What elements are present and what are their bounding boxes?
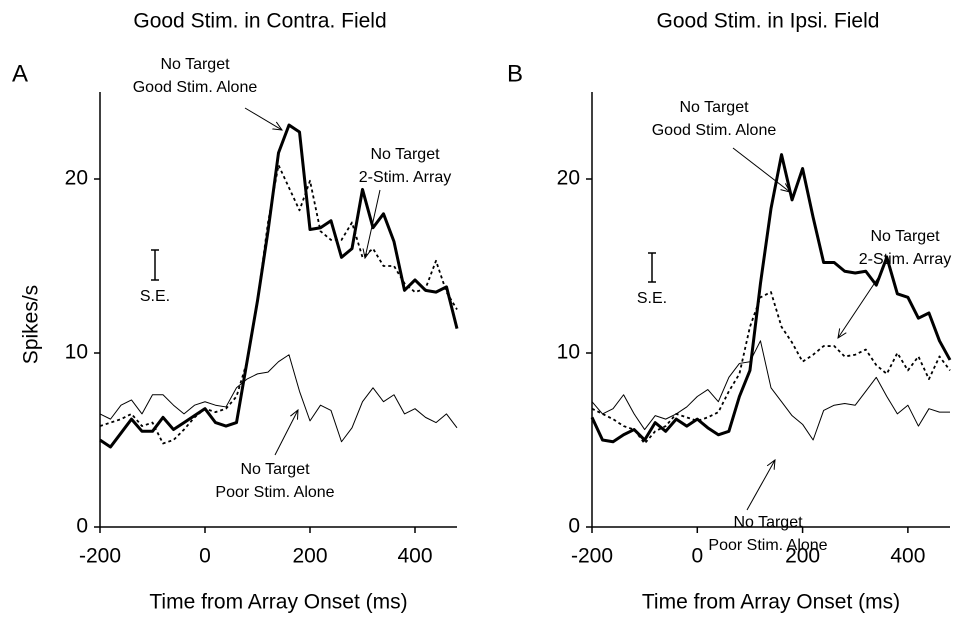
- annotation: 2-Stim. Array: [859, 251, 951, 268]
- x-tick-label: 0: [691, 545, 703, 568]
- annotation: No Target: [240, 461, 310, 478]
- annotation-arrow: [244, 107, 282, 130]
- panel-letter: B: [507, 60, 523, 87]
- annotation: Good Stim. Alone: [133, 79, 258, 96]
- series-line: [591, 340, 950, 441]
- y-axis-label: Spikes/s: [20, 285, 43, 364]
- chart-title: Good Stim. in Ipsi. Field: [657, 10, 880, 33]
- series-line: [590, 153, 952, 444]
- x-tick-label: -200: [571, 545, 613, 568]
- chart-title: Good Stim. in Contra. Field: [133, 10, 386, 33]
- annotation: 2-Stim. Array: [359, 169, 451, 186]
- annotation: Good Stim. Alone: [652, 122, 777, 139]
- se-label: S.E.: [637, 290, 667, 307]
- annotation-arrow: [274, 410, 298, 456]
- y-tick-label: 20: [65, 167, 88, 190]
- annotation: Poor Stim. Alone: [708, 537, 827, 554]
- annotation-arrow: [365, 189, 381, 258]
- x-tick-label: 400: [890, 545, 925, 568]
- x-tick-label: 400: [397, 545, 432, 568]
- y-tick-label: 10: [65, 341, 88, 364]
- annotation-arrow: [838, 274, 881, 338]
- y-tick-label: 10: [557, 341, 580, 364]
- annotation: Poor Stim. Alone: [215, 484, 334, 501]
- annotation: No Target: [160, 56, 230, 73]
- x-axis-label: Time from Array Onset (ms): [149, 591, 407, 614]
- annotation: No Target: [679, 99, 749, 116]
- series-line: [99, 354, 458, 443]
- x-tick-label: -200: [79, 545, 121, 568]
- y-tick-label: 0: [568, 515, 580, 538]
- series-line: [99, 164, 458, 445]
- annotation: No Target: [870, 228, 940, 245]
- annotation: No Target: [370, 146, 440, 163]
- x-tick-label: 200: [292, 545, 327, 568]
- panel-letter: A: [12, 60, 28, 87]
- annotation-arrow: [732, 147, 790, 192]
- y-tick-label: 20: [557, 167, 580, 190]
- annotation-arrow: [746, 460, 775, 511]
- se-label: S.E.: [140, 288, 170, 305]
- y-tick-label: 0: [76, 515, 88, 538]
- x-tick-label: 200: [785, 545, 820, 568]
- series-line: [99, 123, 459, 449]
- series-line: [591, 291, 951, 445]
- x-tick-label: 0: [199, 545, 211, 568]
- x-axis-label: Time from Array Onset (ms): [642, 591, 900, 614]
- annotation: No Target: [733, 514, 803, 531]
